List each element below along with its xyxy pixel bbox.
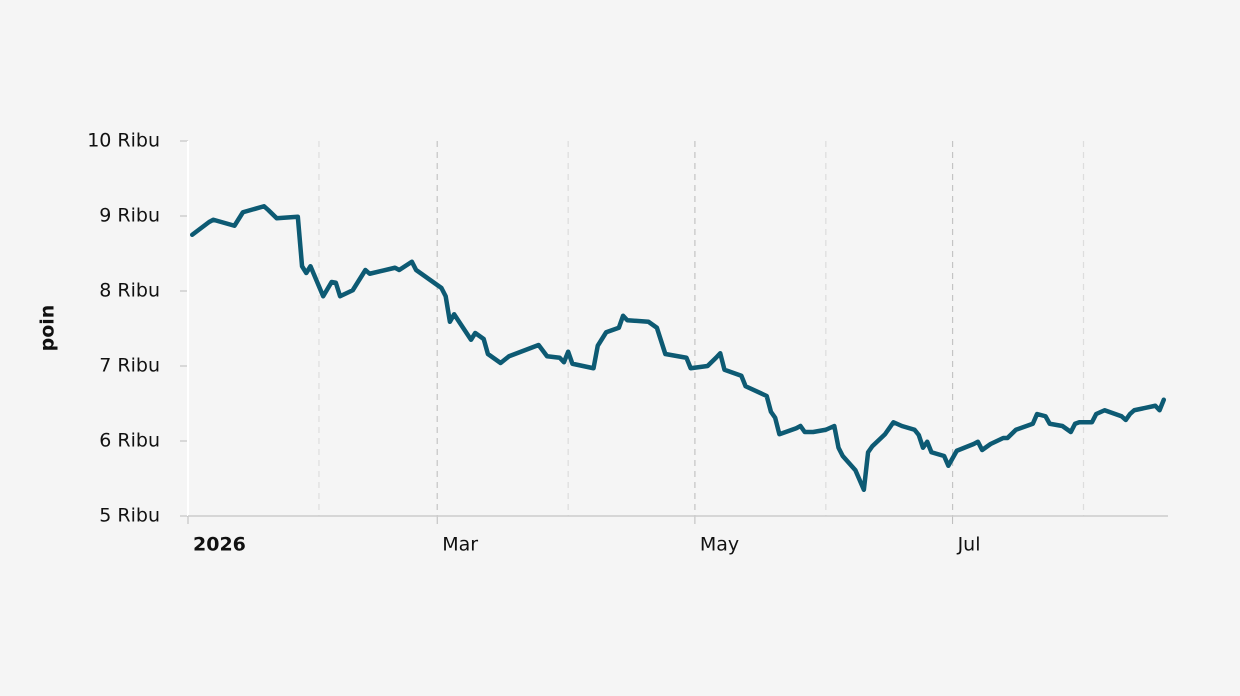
- y-tick-label: 6 Ribu: [99, 430, 160, 452]
- y-tick-label: 8 Ribu: [99, 280, 160, 302]
- x-tick-label: 2026: [193, 534, 246, 556]
- data-line: [189, 204, 1167, 492]
- y-tick-label: 9 Ribu: [99, 205, 160, 227]
- x-tick-label: Jul: [957, 534, 981, 556]
- y-tick-label: 7 Ribu: [99, 355, 160, 377]
- y-tick-label: 10 Ribu: [87, 130, 160, 152]
- x-tick-label: May: [700, 534, 739, 556]
- x-tick-label: Mar: [442, 534, 478, 556]
- y-tick-label: 5 Ribu: [99, 505, 160, 527]
- y-axis-label: poin: [37, 305, 59, 352]
